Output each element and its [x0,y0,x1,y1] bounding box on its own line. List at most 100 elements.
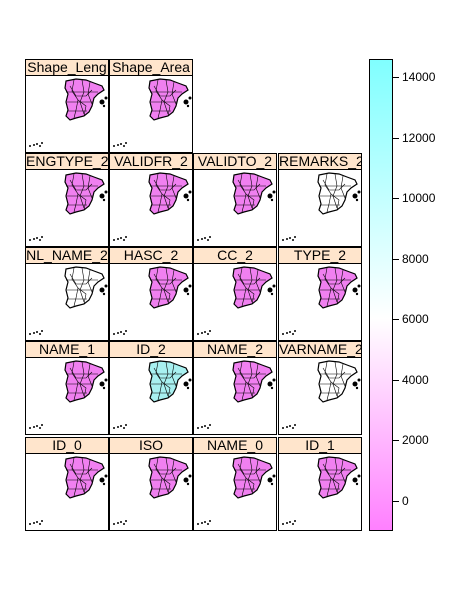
province-border [77,477,87,495]
balearic-island [186,104,190,108]
canary-island [33,426,35,428]
province-border [322,463,346,475]
province-border [330,381,340,399]
balearic-island [355,386,359,390]
spain-mainland [148,172,189,215]
canary-island [36,331,38,333]
canary-island [33,522,35,524]
canary-island [197,239,199,241]
canary-island [33,144,35,146]
balearic-island [270,198,274,202]
map-panel: Shape_Leng [25,59,109,153]
canary-island [123,239,125,241]
canary-island [39,427,41,429]
map-panel: NL_NAME_2 [25,247,109,341]
panel-strip-label: ISO [110,438,192,454]
canary-island [286,426,288,428]
map-panel: ID_1 [278,437,362,531]
province-border [79,79,85,115]
balearic-island [99,477,105,483]
spain-map [279,454,361,530]
canary-island [204,331,206,333]
province-border [79,457,85,493]
spain-mainland [64,456,105,499]
province-border [322,273,346,285]
balearic-island [183,99,189,105]
canary-island [39,523,41,525]
canary-island [113,333,115,335]
canary-island [197,333,199,335]
spain-mainland [232,266,273,309]
colorkey-tick [393,440,399,442]
panel-strip-label: NL_NAME_2 [26,248,108,264]
balearic-island [102,386,106,390]
province-border [237,273,261,285]
balearic-island [188,190,192,194]
spain-map [26,454,108,530]
canary-island [209,424,211,426]
balearic-island [272,284,276,288]
province-border [153,463,177,475]
canary-island [286,522,288,524]
spain-map [26,76,108,152]
panel-strip-label: Shape_Leng [26,60,108,76]
balearic-island [104,378,108,382]
balearic-island [186,386,190,390]
canary-island [201,332,203,334]
canary-island [207,427,209,429]
canary-island [29,145,31,147]
panel-strip-label: ID_1 [279,438,361,454]
panel-strip-label: ID_2 [110,342,192,358]
canary-island [289,425,291,427]
canary-island [197,523,199,525]
balearic-island [99,381,105,387]
map-panel: VALIDFR_2 [109,153,193,247]
balearic-island [352,477,358,483]
balearic-island [357,190,361,194]
colorkey-tick-label: 6000 [402,312,429,327]
canary-island [123,523,125,525]
canary-island [292,427,294,429]
canary-island [117,426,119,428]
map-panel: ID_2 [109,341,193,435]
canary-island [209,236,211,238]
colorkey-tick-label: 10000 [402,191,436,206]
canary-island [204,237,206,239]
province-border [332,361,338,397]
balearic-island [352,287,358,293]
province-border [332,457,338,493]
canary-island [207,333,209,335]
canary-island [39,145,41,147]
spain-mainland [64,360,105,403]
canary-island [123,145,125,147]
balearic-island [270,482,274,486]
map-panel: REMARKS_2 [278,153,362,247]
province-border [161,477,171,495]
canary-island [201,522,203,524]
canary-island [117,144,119,146]
canary-island [201,426,203,428]
colorkey-tick-label: 4000 [402,372,429,387]
balearic-island [186,292,190,296]
colorkey-tick-label: 8000 [402,251,429,266]
balearic-island [267,287,273,293]
province-border [237,367,261,379]
canary-island [41,142,43,144]
province-border [153,367,177,379]
panel-strip-label: Shape_Area [110,60,192,76]
spain-map [110,358,192,434]
canary-island [117,238,119,240]
canary-island [292,239,294,241]
balearic-island [104,474,108,478]
spain-map [110,454,192,530]
province-border [79,267,85,303]
canary-island [113,145,115,147]
canary-island [289,237,291,239]
canary-island [39,239,41,241]
canary-island [282,333,284,335]
canary-island [125,330,127,332]
canary-island [113,239,115,241]
province-border [245,287,255,305]
canary-island [125,424,127,426]
canary-island [29,427,31,429]
